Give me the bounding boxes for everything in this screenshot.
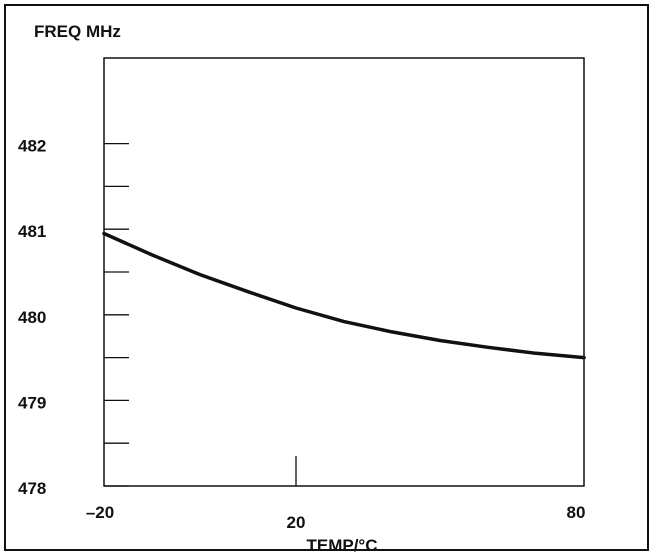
y-tick-label: 482 bbox=[18, 137, 46, 156]
y-tick-label: 481 bbox=[18, 222, 46, 241]
x-tick-label: –20 bbox=[86, 503, 114, 522]
plot-area-border bbox=[103, 57, 585, 487]
series-line bbox=[102, 231, 586, 360]
y-axis-title: FREQ MHz bbox=[34, 22, 121, 41]
x-axis-ticks: –20 20 80 bbox=[86, 456, 586, 532]
x-tick-label: 80 bbox=[567, 503, 586, 522]
y-tick-label: 478 bbox=[18, 479, 46, 498]
y-axis-ticks: 478 479 480 481 482 bbox=[18, 137, 129, 498]
y-tick-label: 479 bbox=[18, 393, 46, 412]
x-axis-title: TEMP/°C bbox=[306, 536, 377, 555]
x-tick-label: 20 bbox=[287, 513, 306, 532]
y-tick-label: 480 bbox=[18, 308, 46, 327]
chart-frame bbox=[4, 4, 649, 551]
